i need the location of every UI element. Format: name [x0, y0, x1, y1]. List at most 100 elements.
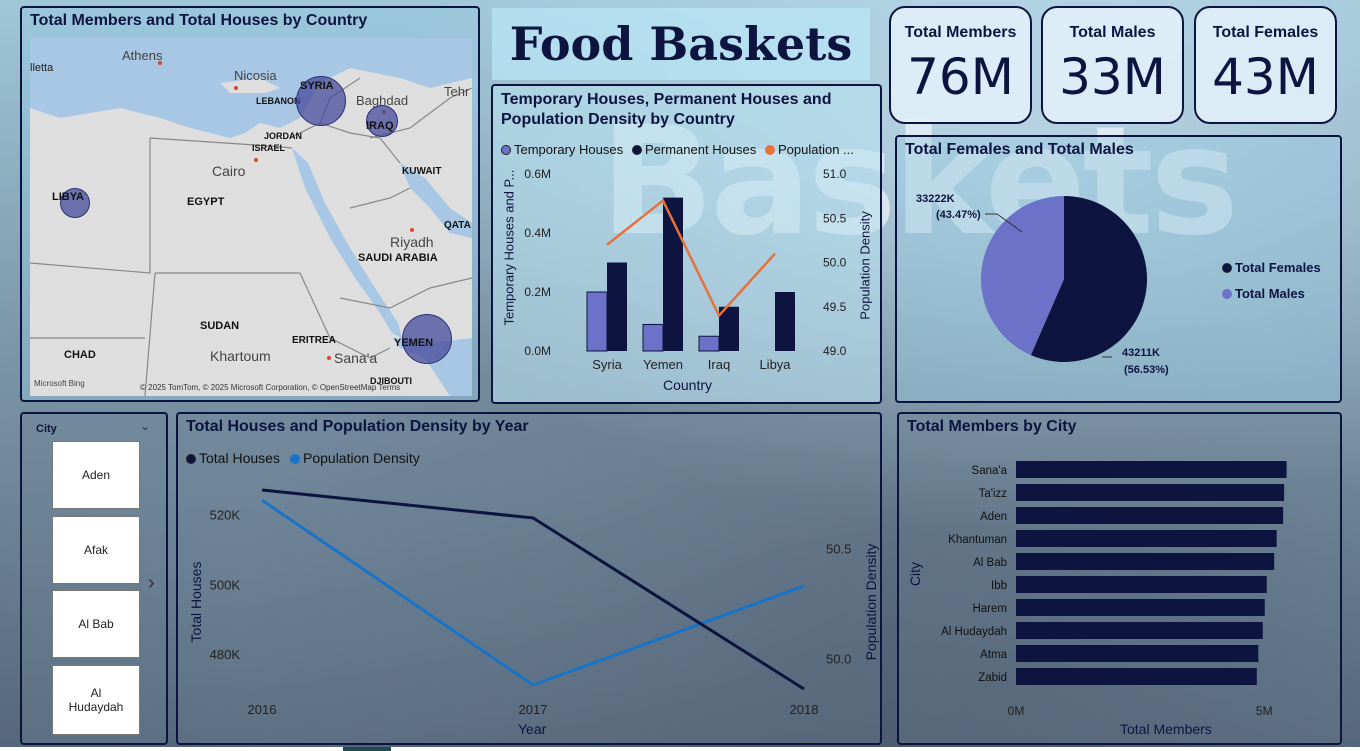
map-label-cairo: Cairo [212, 163, 246, 179]
map-label-nicosia: Nicosia [234, 68, 277, 83]
pie-label-males-pct: (43.47%) [936, 209, 981, 221]
map-panel[interactable]: Total Members and Total Houses by Countr… [20, 6, 480, 402]
members-by-city-panel[interactable]: Total Members by City Sana'a Ta'izz Aden Kh… [897, 412, 1342, 745]
slicer-item-afak[interactable]: Afak [52, 516, 140, 584]
slicer-item-al-hudaydah[interactable]: Al Hudaydah [52, 665, 140, 735]
slicer-item-al-bab[interactable]: Al Bab [52, 590, 140, 658]
females-males-pie-chart [981, 196, 1147, 362]
slicer-item-label: Al Hudaydah [68, 686, 124, 714]
kpi-value: 76M [907, 48, 1014, 106]
x-tick-label: Iraq [708, 357, 730, 372]
slicer-item-label: Aden [81, 468, 111, 482]
chevron-right-icon[interactable]: › [148, 572, 155, 594]
slicer-item-aden[interactable]: Aden [52, 441, 140, 509]
map-bubble-yemen[interactable] [402, 314, 452, 364]
map-label-egypt: EGYPT [187, 196, 225, 208]
pie-label-females-pct: (56.53%) [1124, 364, 1169, 376]
houses-by-country-title: Temporary Houses, Permanent Houses and P… [501, 91, 832, 128]
x-tick-label: 2016 [248, 702, 277, 717]
kpi-total-members[interactable]: Total Members 76M [889, 6, 1032, 124]
x-tick-label: Syria [592, 357, 622, 372]
page-tab-active[interactable] [343, 747, 391, 751]
x-tick-label: 2018 [790, 702, 819, 717]
map-label-yemen: YEMEN [394, 337, 434, 349]
y2-tick-label: 49.0 [823, 344, 847, 358]
legend-total-females[interactable]: Total Females [1222, 260, 1321, 275]
bar-members [1016, 507, 1284, 524]
houses-by-country-panel[interactable]: Temporary Houses, Permanent Houses and P… [491, 84, 882, 404]
legend-temporary-houses[interactable]: Temporary Houses [501, 142, 623, 157]
line-population-density [606, 198, 776, 318]
y2-tick-label: 49.5 [823, 300, 847, 314]
y-tick-label: 500K [210, 577, 241, 592]
map-label-riyadh: Riyadh [390, 234, 434, 250]
legend-label: Temporary Houses [514, 142, 624, 157]
houses-by-country-y2label: Population Density [857, 211, 873, 320]
bar-permanent-houses [719, 306, 739, 351]
females-males-title: Total Females and Total Males [905, 141, 1134, 158]
y-tick-label: Ibb [991, 580, 1007, 592]
legend-label: Total Males [1235, 286, 1305, 301]
map-bubble-iraq[interactable] [366, 105, 398, 137]
bar-members [1016, 645, 1259, 662]
legend-label: Permanent Houses [645, 142, 757, 157]
chevron-down-icon[interactable]: ⌄ [140, 419, 151, 433]
dashboard-title: Food Baskets [509, 17, 853, 71]
y-tick-label: Zabid [978, 672, 1007, 684]
map-label-iraq: IRAQ [366, 120, 394, 132]
members-by-city-title: Total Members by City [907, 418, 1077, 435]
y2-tick-label: 50.0 [823, 256, 847, 270]
legend-total-houses[interactable]: Total Houses [186, 450, 280, 466]
legend-permanent-houses[interactable]: Permanent Houses [632, 142, 756, 157]
x-tick-label: 2017 [519, 702, 548, 717]
pie-label-males-value: 33222K [916, 193, 955, 205]
map-label-saudi: SAUDI ARABIA [358, 252, 438, 264]
dashboard-title-box: Food Baskets [492, 8, 870, 80]
bar-members [1016, 599, 1265, 616]
map-title: Total Members and Total Houses by Countr… [30, 12, 368, 29]
houses-by-country-ylabel: Temporary Houses and P... [501, 169, 517, 326]
y-tick-label: Al Hudaydah [941, 626, 1007, 638]
bar-members [1016, 461, 1287, 478]
houses-by-country-chart: 0.0M 0.2M 0.4M 0.6M 49.0 49.5 50.0 50.5 51.0 Syri… [524, 167, 847, 372]
y-tick-label: Aden [980, 511, 1007, 523]
y2-tick-label: 50.5 [826, 542, 851, 557]
kpi-total-females[interactable]: Total Females 43M [1194, 6, 1337, 124]
map-geography [30, 38, 472, 396]
map-bubble-libya[interactable] [60, 188, 90, 218]
bar-temporary-houses [586, 291, 608, 352]
map-label-kuwait: KUWAIT [402, 166, 442, 177]
y-tick-label: 0.2M [524, 285, 551, 299]
bar-members [1016, 576, 1267, 593]
members-by-city-chart: Sana'a Ta'izz Aden Khantuman Al Bab Ibb Harem A… [941, 461, 1287, 718]
females-males-panel[interactable]: Total Females and Total Males 33222K (43… [895, 135, 1342, 403]
members-by-city-ylabel: City [907, 561, 923, 587]
city-slicer-panel[interactable]: City ⌄ Aden Afak Al Bab Al Hudaydah › [20, 412, 168, 745]
bar-temporary-houses [698, 335, 720, 352]
map-label-baghdad: Baghdad [356, 93, 409, 108]
y2-tick-label: 50.0 [826, 652, 851, 667]
y2-tick-label: 51.0 [823, 167, 847, 181]
kpi-label: Total Males [1069, 24, 1156, 41]
bar-permanent-houses [663, 197, 683, 351]
houses-density-year-panel[interactable]: Total Houses and Population Density by Y… [176, 412, 882, 745]
map-canvas[interactable]: lletta Athens Nicosia LEBANON Baghdad Te… [30, 38, 472, 396]
legend-population-density[interactable]: Population ... [765, 142, 854, 157]
x-tick-label: 0M [1008, 704, 1025, 718]
kpi-total-males[interactable]: Total Males 33M [1041, 6, 1184, 124]
map-label-israel: ISRAEL [252, 143, 286, 153]
map-label-tehr: Tehr [444, 84, 470, 99]
legend-population-density-line[interactable]: Population Density [290, 450, 420, 466]
y-tick-label: 0.6M [524, 167, 551, 181]
kpi-label: Total Females [1212, 24, 1319, 41]
bar-members [1016, 622, 1263, 639]
kpi-label: Total Members [904, 24, 1017, 41]
y-tick-label: Al Bab [973, 557, 1007, 569]
legend-total-males[interactable]: Total Males [1222, 286, 1305, 301]
y-tick-label: Khantuman [948, 534, 1007, 546]
houses-density-year-xlabel: Year [518, 721, 547, 737]
map-bubble-syria[interactable] [296, 76, 346, 126]
y2-tick-label: 50.5 [823, 211, 847, 225]
city-slicer-title: City [36, 423, 57, 435]
legend-label: Population ... [778, 142, 854, 157]
